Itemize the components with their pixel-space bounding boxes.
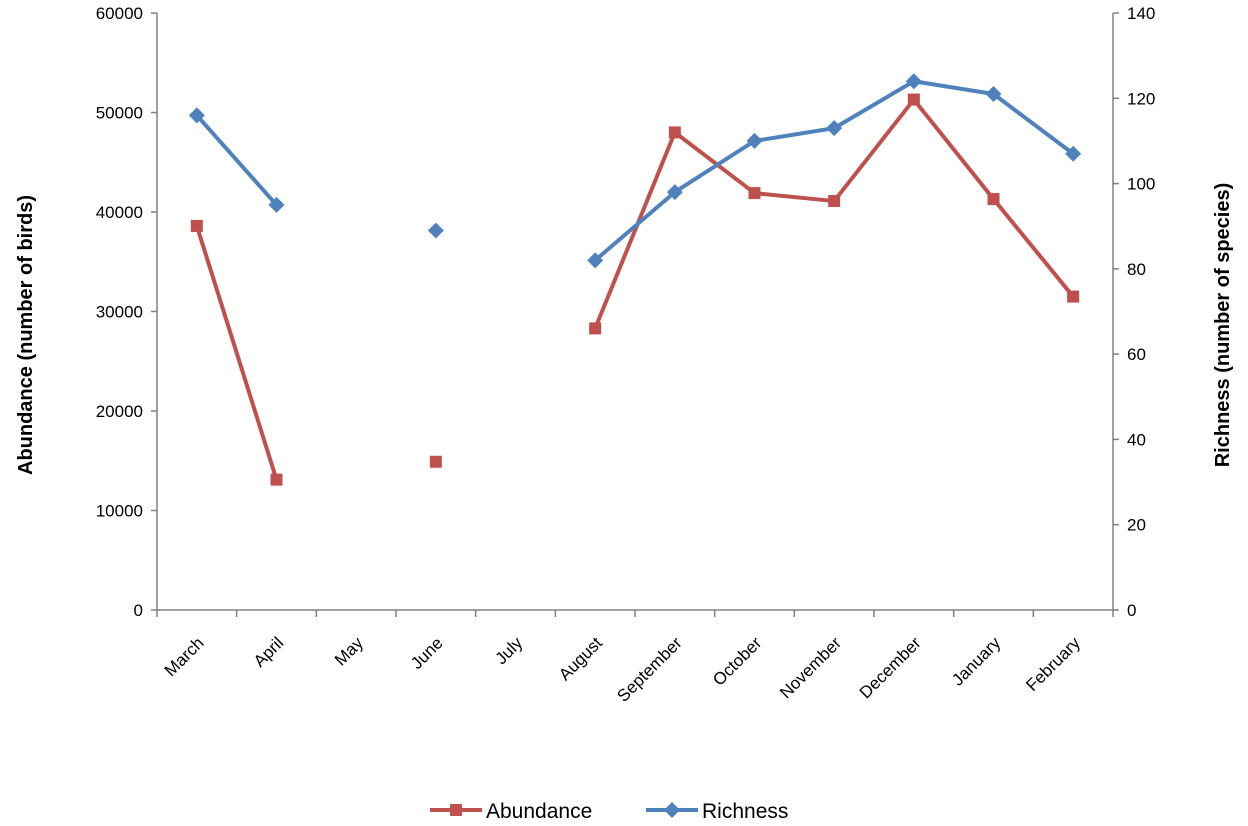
series-markers	[188, 73, 1082, 486]
richness-line-segment	[832, 79, 916, 131]
richness-line-segment	[593, 190, 677, 263]
richness-point	[188, 107, 205, 124]
abundance-line-segment	[194, 223, 279, 482]
abundance-point	[987, 193, 1000, 206]
left-tick-label: 0	[134, 601, 143, 620]
x-tick-label: December	[856, 633, 925, 702]
left-tick-label: 60000	[96, 4, 143, 23]
legend-richness-label: Richness	[702, 800, 788, 823]
legend-abundance-marker	[450, 804, 462, 816]
x-tick-label: November	[776, 633, 845, 702]
left-tick-label: 20000	[96, 402, 143, 421]
richness-point	[826, 120, 843, 137]
richness-point	[746, 132, 763, 149]
abundance-point	[429, 455, 442, 468]
legend-abundance-label: Abundance	[486, 800, 592, 823]
right-tick-label: 120	[1127, 89, 1155, 108]
x-tick-label: October	[709, 633, 765, 689]
richness-point	[666, 184, 683, 201]
x-tick-label: July	[492, 633, 527, 668]
abundance-point	[907, 93, 920, 106]
right-tick-label: 60	[1127, 345, 1146, 364]
abundance-point	[828, 195, 841, 208]
x-tick-label: February	[1022, 633, 1084, 695]
richness-point	[905, 73, 922, 90]
abundance-line-segment	[832, 97, 916, 204]
left-tick-label: 40000	[96, 203, 143, 222]
x-tick-label: August	[555, 633, 606, 684]
left-axis-title: Abundance (number of birds)	[15, 195, 37, 475]
x-tick-label: April	[250, 633, 287, 670]
series-lines	[194, 79, 1076, 482]
left-axis-ticks: 0 10000 20000 30000 40000 50000 60000	[96, 4, 157, 620]
richness-line-segment	[194, 113, 279, 207]
legend-richness-marker	[664, 802, 680, 818]
richness-line-segment	[752, 126, 837, 143]
abundance-line-segment	[752, 191, 837, 204]
x-tick-label: January	[948, 633, 1005, 690]
right-tick-label: 140	[1127, 4, 1155, 23]
richness-point	[587, 252, 604, 269]
x-tick-label: September	[613, 633, 685, 705]
right-tick-label: 100	[1127, 175, 1155, 194]
right-axis-title: Richness (number of species)	[1212, 183, 1234, 468]
richness-line-segment	[991, 92, 1076, 156]
x-tick-label: May	[331, 633, 367, 669]
abundance-line-segment	[991, 197, 1076, 299]
abundance-point	[748, 187, 761, 200]
richness-point	[985, 86, 1002, 103]
left-tick-label: 10000	[96, 502, 143, 521]
x-tick-label: June	[407, 633, 447, 673]
abundance-point	[190, 219, 203, 232]
right-tick-label: 40	[1127, 430, 1146, 449]
x-tick-label: March	[161, 633, 208, 680]
richness-line-segment	[672, 138, 757, 195]
right-tick-label: 0	[1127, 601, 1136, 620]
legend: Abundance Richness	[430, 800, 788, 823]
axes	[156, 13, 1114, 611]
richness-point	[1065, 145, 1082, 162]
abundance-point	[668, 126, 681, 139]
richness-point	[268, 196, 285, 213]
left-tick-label: 50000	[96, 104, 143, 123]
abundance-line-segment	[593, 130, 677, 331]
right-axis-ticks: 0 20 40 60 80 100 120 140	[1113, 4, 1155, 620]
abundance-line-segment	[911, 97, 996, 202]
abundance-point	[270, 473, 283, 486]
richness-point	[427, 222, 444, 239]
right-tick-label: 20	[1127, 516, 1146, 535]
left-tick-label: 30000	[96, 303, 143, 322]
abundance-point	[1067, 290, 1080, 303]
x-axis-ticks: March April May June July August September Octo…	[156, 610, 1114, 706]
abundance-line-segment	[672, 130, 757, 196]
right-tick-label: 80	[1127, 260, 1146, 279]
abundance-point	[589, 322, 602, 335]
richness-line-segment	[911, 79, 996, 97]
